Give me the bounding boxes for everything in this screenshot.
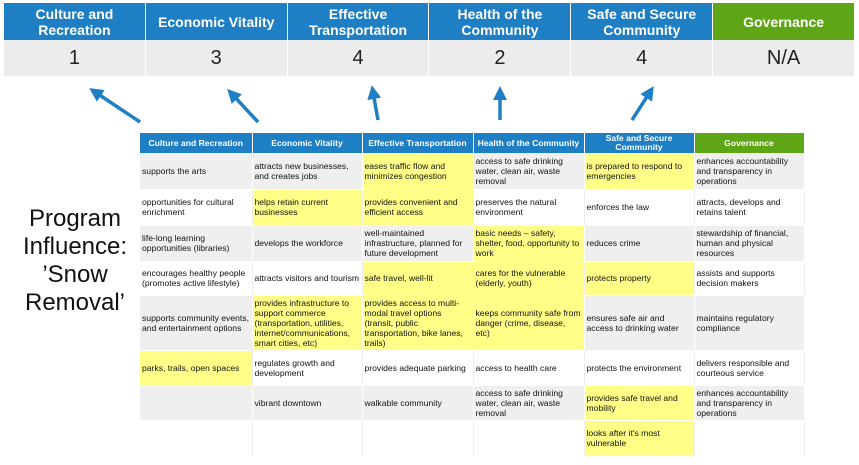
table-cell: attracts new businesses, and creates job… [252, 153, 363, 190]
influence-table: Culture and Recreation Economic Vitality E… [140, 133, 805, 457]
table-cell: delivers responsible and courteous servi… [694, 350, 805, 386]
category-score: 4 [287, 40, 430, 76]
table-cell [140, 385, 253, 421]
arrow-economic [227, 88, 260, 124]
program-influence-label: Program Influence: ’Snow Removal’ [22, 205, 128, 316]
table-cell: parks, trails, open spaces [140, 350, 253, 386]
category-header: Economic Vitality [145, 3, 288, 40]
table-row: life-long learning opportunities (librar… [140, 225, 805, 262]
table-cell: opportunities for cultural enrichment [140, 189, 253, 226]
table-cell: assists and supports decision makers [694, 261, 805, 296]
category-header: Culture and Recreation [4, 3, 146, 40]
table-cell: supports the arts [140, 153, 253, 190]
table-header: Culture and Recreation [140, 133, 253, 153]
table-cell [362, 420, 474, 457]
table-cell: enforces the law [584, 189, 695, 226]
score-summary: Culture and Recreation Economic Vitality E… [4, 3, 855, 76]
table-cell: access to safe drinking water, clean air… [473, 385, 585, 421]
table-cell: helps retain current businesses [252, 189, 363, 226]
category-header: Governance [713, 3, 855, 40]
table-cell: eases traffic flow and minimizes congest… [362, 153, 474, 190]
table-cell: access to safe drinking water, clean air… [473, 153, 585, 190]
table-cell: supports community events, and entertain… [140, 295, 253, 351]
table-cell: preserves the natural environment [473, 189, 585, 226]
table-cell [694, 420, 805, 457]
table-cell: maintains regulatory compliance [694, 295, 805, 351]
table-row: opportunities for cultural enrichment hel… [140, 189, 805, 226]
table-header: Safe and Secure Community [584, 133, 695, 153]
table-cell: safe travel, well-lit [362, 261, 474, 296]
table-header: Governance [694, 133, 805, 153]
table-cell: vibrant downtown [252, 385, 363, 421]
table-header: Health of the Community [473, 133, 585, 153]
table-cell: well-maintained infrastructure, planned … [362, 225, 474, 262]
table-cell: provides adequate parking [362, 350, 474, 386]
table-cell: provides safe travel and mobility [584, 385, 695, 421]
table-cell: provides infrastructure to support comme… [252, 295, 363, 351]
table-cell: walkable community [362, 385, 474, 421]
table-cell: attracts visitors and tourism [252, 261, 363, 296]
table-row: vibrant downtown walkable community access… [140, 385, 805, 421]
table-cell: protects property [584, 261, 695, 296]
table-cell [140, 420, 253, 457]
arrow-safe [630, 86, 654, 121]
category-header: Effective Transportation [287, 3, 430, 40]
category-score: 3 [145, 40, 288, 76]
table-row: encourages healthy people (promotes acti… [140, 261, 805, 296]
table-row: parks, trails, open spaces regulates grow… [140, 350, 805, 386]
arrow-transport [367, 85, 382, 121]
table-cell: provides convenient and efficient access [362, 189, 474, 226]
table-row: looks after it's most vulnerable [140, 420, 805, 457]
table-cell: enhances accountability and transparency… [694, 385, 805, 421]
table-cell: encourages healthy people (promotes acti… [140, 261, 253, 296]
table-cell [252, 420, 363, 457]
arrow-culture [89, 88, 141, 124]
category-score: 4 [571, 40, 714, 76]
table-cell: stewardship of financial, human and phys… [694, 225, 805, 262]
table-cell [473, 420, 585, 457]
category-header: Safe and Secure Community [571, 3, 714, 40]
table-header: Effective Transportation [362, 133, 474, 153]
category-header: Health of the Community [429, 3, 572, 40]
table-cell: is prepared to respond to emergencies [584, 153, 695, 190]
table-cell: ensures safe air and access to drinking … [584, 295, 695, 351]
table-cell: provides access to multi-modal travel op… [362, 295, 474, 351]
table-cell: basic needs – safety, shelter, food, opp… [473, 225, 585, 262]
table-cell: enhances accountability and transparency… [694, 153, 805, 190]
table-row: supports the arts attracts new businesses… [140, 153, 805, 190]
table-cell: regulates growth and development [252, 350, 363, 386]
category-score: N/A [713, 40, 855, 76]
table-cell: looks after it's most vulnerable [584, 420, 695, 457]
category-score: 2 [429, 40, 572, 76]
table-cell: reduces crime [584, 225, 695, 262]
table-cell: keeps community safe from danger (crime,… [473, 295, 585, 351]
table-row: supports community events, and entertain… [140, 295, 805, 351]
table-header: Economic Vitality [252, 133, 363, 153]
table-cell: cares for the vulnerable (elderly, youth… [473, 261, 585, 296]
table-cell: access to health care [473, 350, 585, 386]
table-cell: attracts, develops and retains talent [694, 189, 805, 226]
table-cell: life-long learning opportunities (librar… [140, 225, 253, 262]
table-cell: protects the environment [584, 350, 695, 386]
category-score: 1 [4, 40, 146, 76]
table-cell: develops the workforce [252, 225, 363, 262]
